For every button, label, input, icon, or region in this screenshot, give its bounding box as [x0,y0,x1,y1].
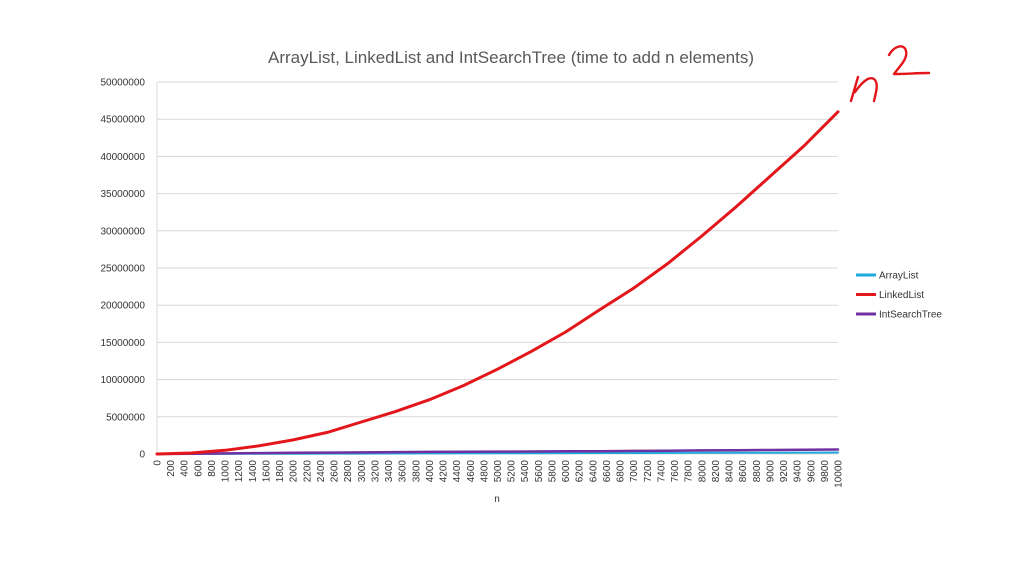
gridlines [156,81,838,455]
series-line-linkedlist [155,110,840,456]
y-tick-label: 20000000 [101,301,146,312]
x-tick-label: 9000 [765,460,776,483]
legend-label: ArrayList [879,271,919,282]
series-line-intsearchtree [155,448,840,456]
x-tick-label: 4000 [425,460,436,483]
x-tick-label: 5600 [534,460,545,483]
x-tick-label: 4800 [479,460,490,483]
x-tick-label: 3600 [398,460,409,483]
x-axis-label: n [494,494,500,505]
y-tick-label: 35000000 [101,189,146,200]
x-tick-label: 5000 [493,460,504,483]
y-tick-label: 0 [139,450,145,461]
x-tick-label: 2800 [343,460,354,483]
x-tick-label: 8400 [725,460,736,483]
x-tick-label: 9800 [820,460,831,483]
x-tick-label: 2000 [289,460,300,483]
x-tick-label: 7200 [643,460,654,483]
x-tick-label: 9400 [793,460,804,483]
x-tick-label: 8200 [711,460,722,483]
x-tick-label: 7600 [670,460,681,483]
x-tick-label: 1200 [234,460,245,483]
y-tick-label: 25000000 [101,264,146,275]
x-tick-label: 1000 [221,460,232,483]
x-tick-label: 8000 [697,460,708,483]
x-tick-label: 3000 [357,460,368,483]
x-tick-label: 4600 [466,460,477,483]
x-tick-label: 2200 [302,460,313,483]
x-axis-ticks: 0 200 400 600 800 1000 1200 1400 1600 1800 2000 220… [153,460,845,488]
x-tick-label: 7400 [656,460,667,483]
x-tick-label: 4200 [439,460,450,483]
x-tick-label: 9600 [806,460,817,483]
annotation-n-stroke [849,75,878,103]
x-tick-label: 3200 [370,460,381,483]
x-tick-label: 7800 [684,460,695,483]
handwritten-annotation [849,45,931,103]
x-tick-label: 5800 [547,460,558,483]
y-tick-label: 5000000 [106,412,145,423]
chart-title: ArrayList, LinkedList and IntSearchTree … [268,48,754,67]
x-tick-label: 3400 [384,460,395,483]
legend-label: LinkedList [879,290,924,301]
x-tick-label: 2400 [316,460,327,483]
x-tick-label: 400 [180,460,191,477]
x-tick-label: 6200 [575,460,586,483]
y-tick-label: 30000000 [101,226,146,237]
x-tick-label: 6800 [616,460,627,483]
x-tick-label: 1600 [261,460,272,483]
x-tick-label: 6600 [602,460,613,483]
x-tick-label: 10000 [834,460,845,488]
x-tick-label: 9200 [779,460,790,483]
y-tick-label: 50000000 [101,78,146,89]
x-tick-label: 7000 [629,460,640,483]
y-tick-label: 15000000 [101,338,146,349]
series-lines [155,110,840,456]
x-tick-label: 5400 [520,460,531,483]
y-axis-ticks: 0 5000000 10000000 15000000 20000000 25000000… [101,78,146,461]
y-tick-label: 45000000 [101,115,146,126]
x-tick-label: 2600 [330,460,341,483]
x-tick-label: 0 [153,460,164,466]
x-tick-label: 1800 [275,460,286,483]
x-tick-label: 8600 [738,460,749,483]
x-tick-label: 800 [207,460,218,477]
legend: ArrayList LinkedList IntSearchTree [856,271,942,321]
x-tick-label: 3800 [411,460,422,483]
x-tick-label: 6000 [561,460,572,483]
x-tick-label: 4400 [452,460,463,483]
y-tick-label: 10000000 [101,375,146,386]
y-tick-label: 40000000 [101,152,146,163]
annotation-squared-stroke [887,45,931,76]
x-tick-label: 5200 [507,460,518,483]
x-tick-label: 600 [193,460,204,477]
x-tick-label: 1400 [248,460,259,483]
x-tick-label: 6400 [588,460,599,483]
x-tick-label: 200 [166,460,177,477]
x-tick-label: 8800 [752,460,763,483]
legend-label: IntSearchTree [879,310,942,321]
